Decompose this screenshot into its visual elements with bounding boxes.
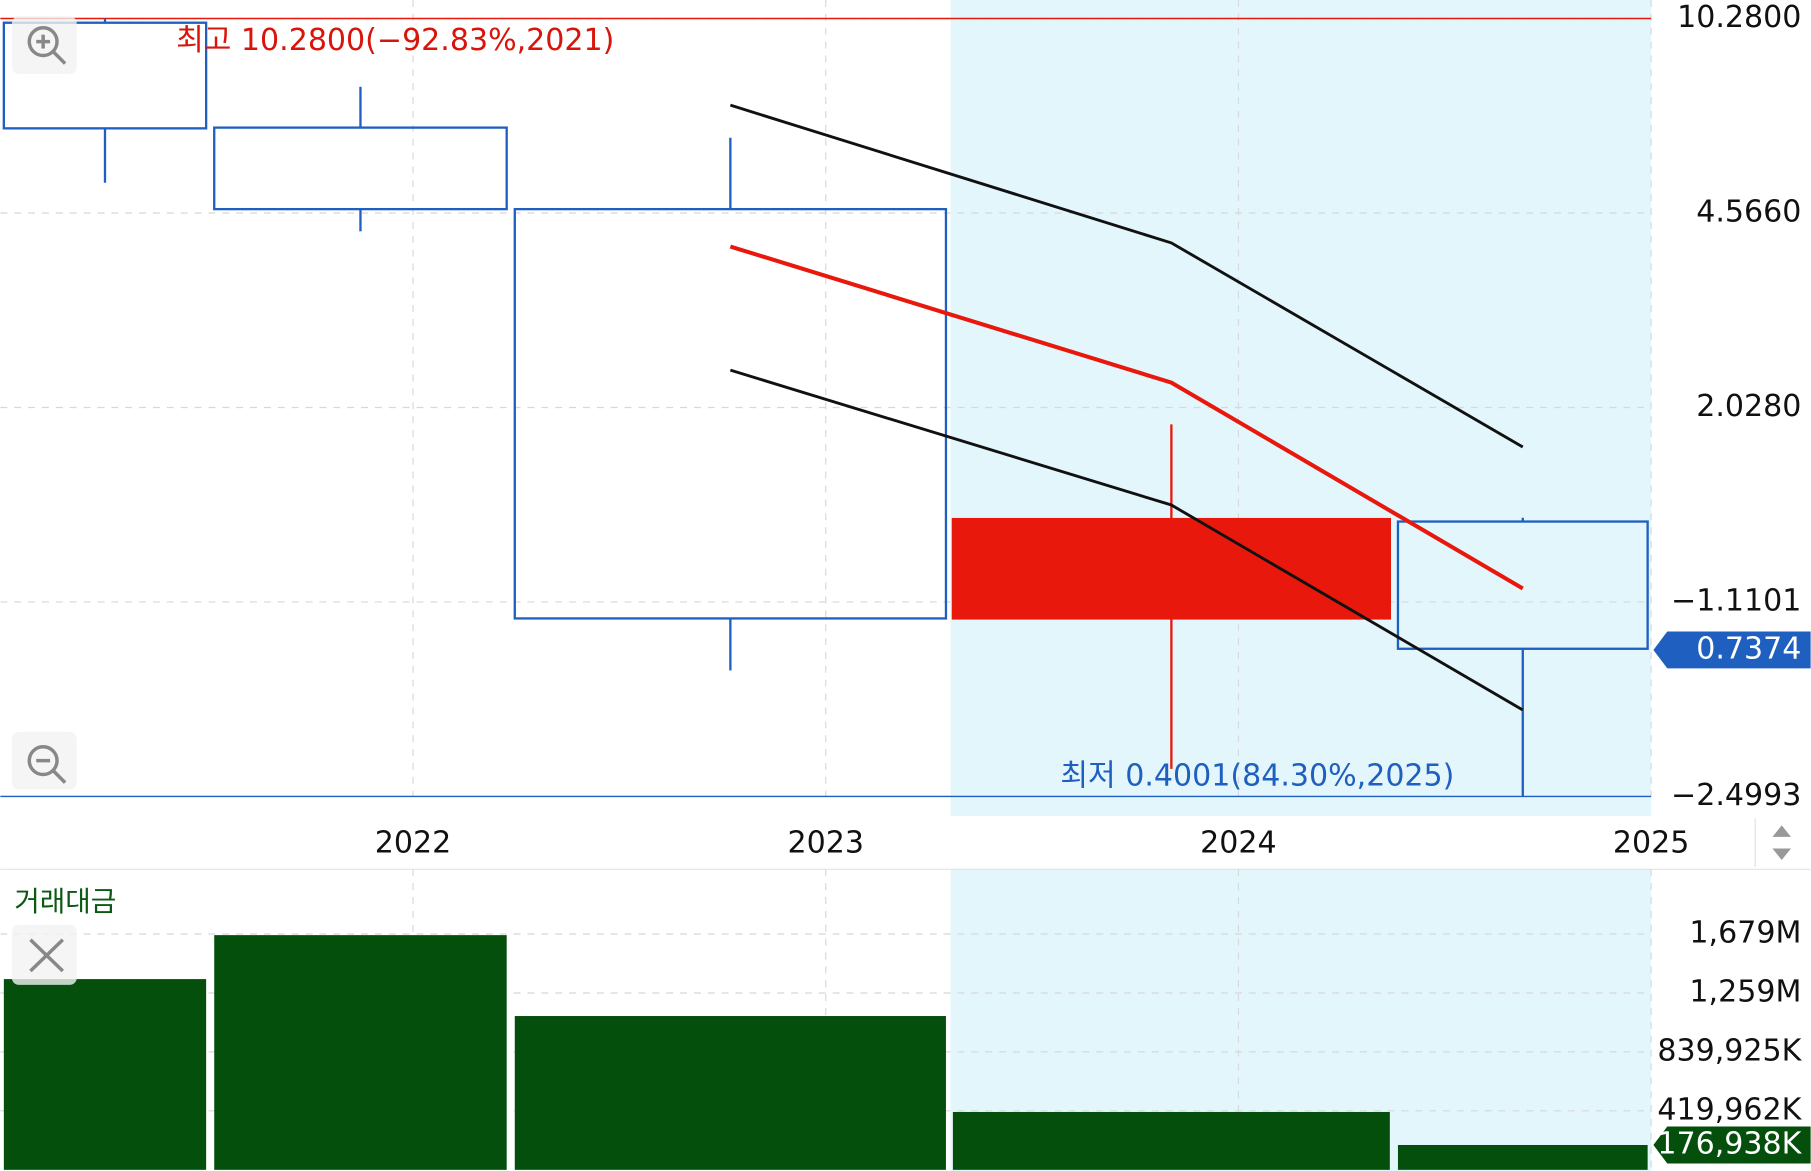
candle-body xyxy=(513,207,948,620)
high-annotation: 최고 10.2800(−92.83%,2021) xyxy=(176,23,614,58)
volume-title: 거래대금 xyxy=(14,885,116,918)
y-tick-label: 839,925K xyxy=(1657,1033,1802,1068)
x-tick-label: 2025 xyxy=(1613,825,1689,860)
volume-bar xyxy=(214,935,507,1170)
scroll-arrows[interactable] xyxy=(1754,818,1791,867)
candle-body xyxy=(213,126,508,211)
y-tick-label: 2.0280 xyxy=(1696,389,1801,424)
last-price-box xyxy=(1653,631,1811,669)
close-volume-button[interactable] xyxy=(11,924,77,985)
volume-bar xyxy=(3,979,207,1170)
y-tick-label: 4.5660 xyxy=(1696,194,1801,229)
last-price-label: 0.7374 xyxy=(1696,631,1801,666)
y-tick-label: −2.4993 xyxy=(1671,778,1801,813)
last-value-box xyxy=(1653,1126,1811,1164)
candle-body xyxy=(2,21,208,130)
zoom-in-button[interactable] xyxy=(11,16,77,74)
volume-bar xyxy=(1397,1144,1648,1170)
y-tick-label: 1,259M xyxy=(1689,974,1801,1009)
last-value-label: 176,938K xyxy=(1657,1126,1802,1161)
candle-body xyxy=(1396,520,1649,650)
x-tick-label: 2022 xyxy=(375,825,451,860)
volume-bar xyxy=(514,1016,946,1170)
y-tick-label: 419,962K xyxy=(1657,1092,1802,1127)
x-tick-label: 2024 xyxy=(1200,825,1276,860)
x-axis-band xyxy=(0,816,1811,870)
y-tick-label: 10.2800 xyxy=(1677,0,1801,35)
average-line xyxy=(729,103,1524,449)
volume-bar xyxy=(952,1111,1390,1170)
candle-body xyxy=(951,517,1392,620)
x-tick-label: 2023 xyxy=(788,825,864,860)
highlight-region xyxy=(950,0,1652,817)
average-line xyxy=(729,368,1524,712)
zoom-out-button[interactable] xyxy=(11,731,77,790)
y-tick-label: 1,679M xyxy=(1689,916,1801,951)
average-line xyxy=(729,244,1524,591)
low-annotation: 최저 0.4001(84.30%,2025) xyxy=(1060,758,1454,793)
y-tick-label: −1.1101 xyxy=(1671,583,1801,618)
